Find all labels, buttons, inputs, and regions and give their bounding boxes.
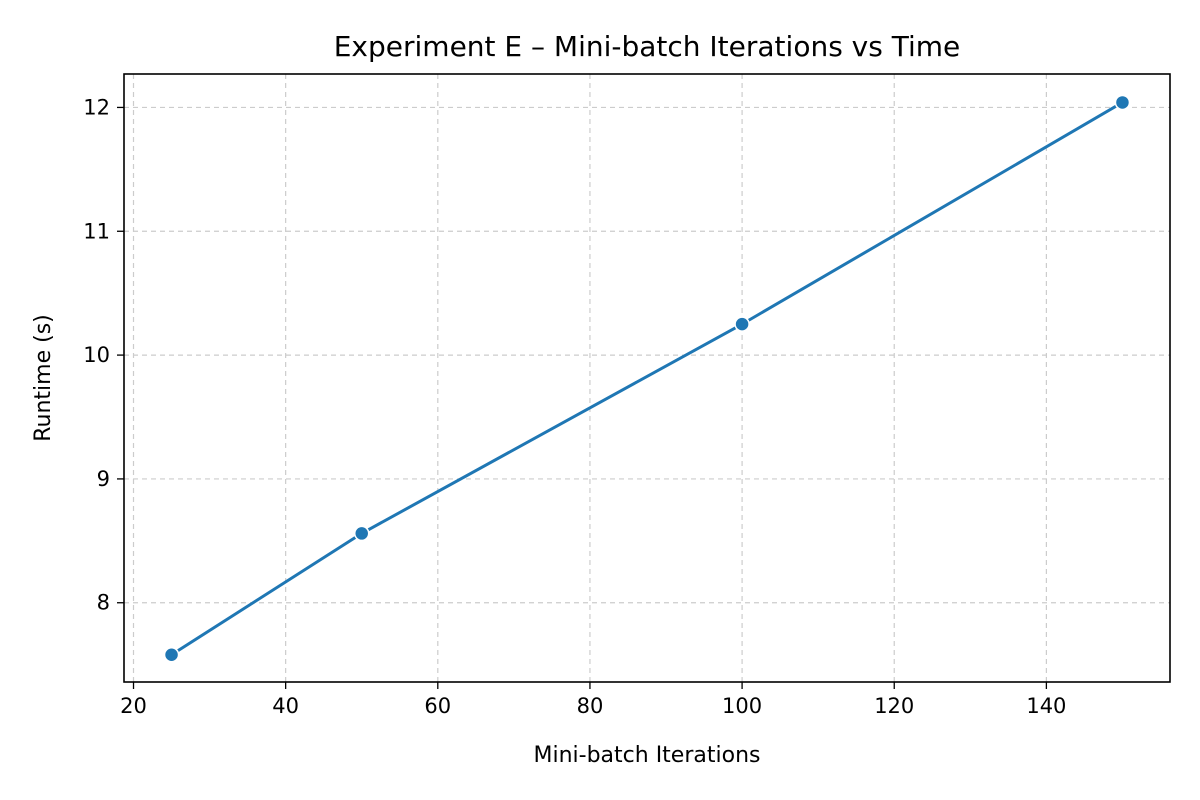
- x-tick-label: 20: [120, 694, 147, 718]
- data-point: [1114, 94, 1131, 111]
- x-tick-label: 80: [577, 694, 604, 718]
- series-layer: [163, 94, 1131, 663]
- plot-area-frame: [123, 73, 1171, 683]
- y-tick-label: 11: [83, 219, 110, 243]
- y-tick-label: 8: [97, 591, 110, 615]
- x-tick-label: 140: [1026, 694, 1066, 718]
- x-tick-label: 60: [424, 694, 451, 718]
- data-point: [163, 647, 180, 663]
- data-point: [353, 525, 370, 542]
- chart-title: Experiment E – Mini-batch Iterations vs …: [334, 30, 961, 63]
- axis-ticks: 20 40 60 80 100 120 140 8 9 10 11 12: [83, 95, 1066, 718]
- y-axis-label: Runtime (s): [31, 314, 56, 442]
- data-point: [734, 316, 750, 332]
- x-tick-label: 40: [272, 694, 299, 718]
- x-tick-label: 120: [874, 694, 914, 718]
- series-line: [170, 100, 1124, 657]
- y-tick-label: 10: [83, 343, 110, 367]
- x-axis-label: Mini-batch Iterations: [534, 743, 761, 768]
- x-tick-label: 100: [722, 694, 762, 718]
- y-tick-label: 12: [83, 95, 110, 119]
- y-tick-label: 9: [97, 467, 110, 491]
